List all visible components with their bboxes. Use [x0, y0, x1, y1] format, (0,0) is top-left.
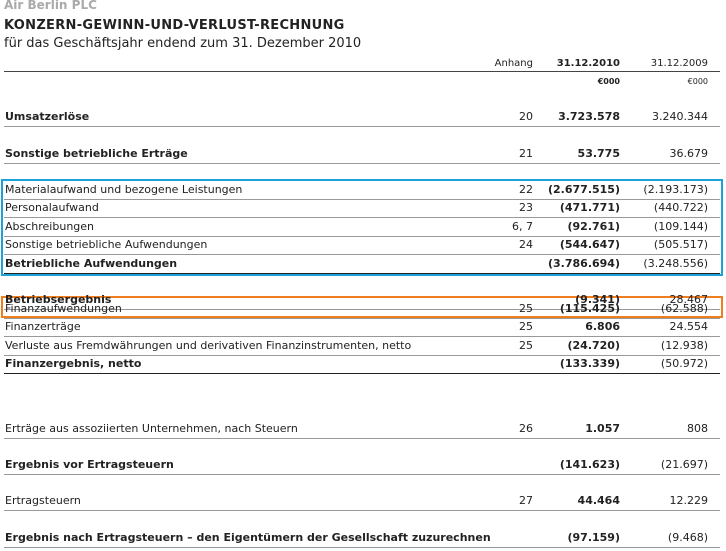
- row-label: Ergebnis vor Ertragsteuern: [5, 458, 174, 471]
- row-current: (133.339): [559, 357, 620, 370]
- row-note: 27: [519, 494, 533, 507]
- rule: [4, 199, 720, 200]
- rule: [4, 547, 720, 548]
- col-previous: 31.12.2009: [650, 58, 708, 69]
- row-label: Erträge aus assoziierten Unternehmen, na…: [5, 422, 298, 435]
- rule: [4, 217, 720, 218]
- row-current: 44.464: [577, 494, 620, 507]
- col-current: 31.12.2010: [556, 58, 620, 69]
- subtitle: für das Geschäftsjahr endend zum 31. Dez…: [4, 36, 362, 51]
- row-label: Finanzerträge: [5, 320, 81, 333]
- row-note: 21: [519, 147, 533, 160]
- row-previous: 808: [687, 422, 708, 435]
- rule: [4, 309, 720, 310]
- row-label: Finanzergebnis, netto: [5, 357, 142, 370]
- row-current: 3.723.578: [558, 110, 620, 123]
- row-current: (141.623): [559, 458, 620, 471]
- row-previous: 12.229: [669, 494, 709, 507]
- rule: [4, 373, 720, 374]
- rule: [4, 355, 720, 356]
- row-previous: 24.554: [669, 320, 709, 333]
- row-previous: 3.240.344: [652, 110, 708, 123]
- row-previous: 28.467: [669, 293, 709, 306]
- row-current: 6.806: [585, 320, 620, 333]
- row-label: Verluste aus Fremdwährungen und derivati…: [5, 339, 412, 352]
- row-current: (2.677.515): [548, 183, 620, 196]
- row-current: (115.425): [559, 302, 620, 315]
- unit-previous: €000: [687, 77, 708, 86]
- row-previous: (62.588): [660, 302, 708, 315]
- row-note: 26: [519, 422, 533, 435]
- row-label: Ertragsteuern: [5, 494, 81, 507]
- row-label: Finanzaufwendungen: [5, 302, 122, 315]
- row-label: Ergebnis nach Ertragsteuern – den Eigent…: [5, 531, 491, 544]
- rule: [4, 71, 720, 72]
- row-label: Betriebsergebnis: [5, 293, 112, 306]
- rule: [4, 438, 720, 439]
- row-previous: (50.972): [660, 357, 708, 370]
- row-note: 20: [519, 110, 533, 123]
- row-note: 23: [519, 201, 533, 214]
- rule: [4, 474, 720, 475]
- rule: [4, 254, 720, 255]
- row-current: (92.761): [567, 220, 620, 233]
- rule: [4, 236, 720, 237]
- row-current: (9.341): [575, 293, 620, 306]
- row-previous: (9.468): [667, 531, 708, 544]
- row-label: Materialaufwand und bezogene Leistungen: [5, 183, 243, 196]
- row-previous: (3.248.556): [643, 257, 708, 270]
- row-note: 6, 7: [512, 220, 533, 233]
- row-note: 25: [519, 339, 533, 352]
- row-previous: (12.938): [660, 339, 708, 352]
- row-label: Personalaufwand: [5, 201, 99, 214]
- col-note: Anhang: [494, 58, 533, 69]
- row-current: 53.775: [577, 147, 620, 160]
- row-label: Betriebliche Aufwendungen: [5, 257, 178, 270]
- row-label: Abschreibungen: [5, 220, 95, 233]
- rule: [4, 318, 720, 319]
- title: KONZERN-GEWINN-UND-VERLUST-RECHNUNG: [4, 18, 345, 33]
- highlight-box: [1, 296, 723, 318]
- row-previous: (2.193.173): [643, 183, 708, 196]
- row-previous: 36.679: [669, 147, 709, 160]
- rule: [4, 163, 720, 164]
- row-previous: (440.722): [653, 201, 708, 214]
- row-current: (97.159): [567, 531, 620, 544]
- row-note: 22: [519, 183, 533, 196]
- rule: [4, 510, 720, 511]
- row-note: 25: [519, 320, 533, 333]
- row-label: Sonstige betriebliche Aufwendungen: [5, 238, 208, 251]
- row-previous: (21.697): [660, 458, 708, 471]
- row-note: 24: [519, 238, 533, 251]
- highlight-box: [1, 179, 723, 276]
- rule: [4, 126, 720, 127]
- row-current: 1.057: [585, 422, 620, 435]
- row-current: (3.786.694): [548, 257, 620, 270]
- row-current: (544.647): [559, 238, 620, 251]
- row-previous: (109.144): [653, 220, 708, 233]
- unit-current: €000: [597, 77, 620, 86]
- rule: [4, 336, 720, 337]
- row-current: (471.771): [559, 201, 620, 214]
- row-label: Umsatzerlöse: [5, 110, 90, 123]
- row-current: (24.720): [567, 339, 620, 352]
- company: Air Berlin PLC: [4, 0, 97, 12]
- rule: [4, 273, 720, 274]
- row-note: 25: [519, 302, 533, 315]
- row-previous: (505.517): [653, 238, 708, 251]
- row-label: Sonstige betriebliche Erträge: [5, 147, 188, 160]
